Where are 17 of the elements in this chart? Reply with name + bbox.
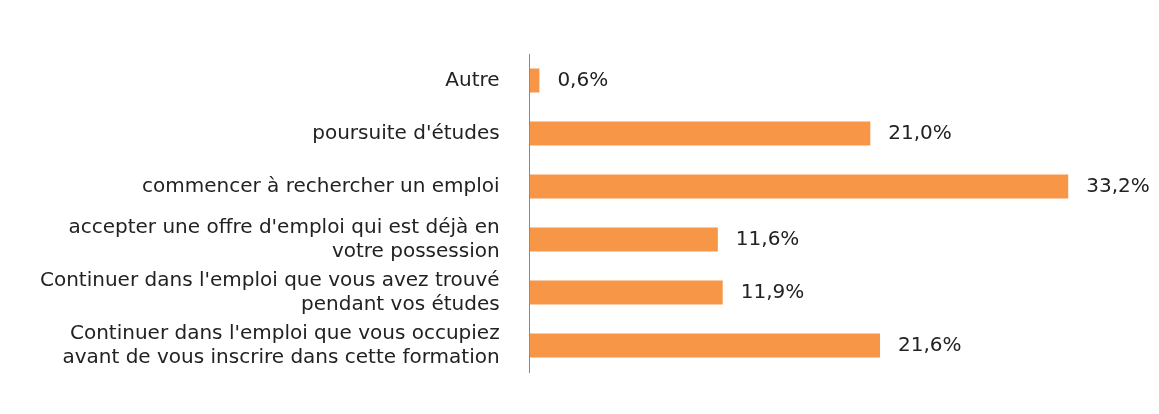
y-tick-label: commencer à rechercher un emploi: [142, 172, 500, 197]
bar: [529, 333, 881, 358]
data-label: 11,6%: [735, 225, 800, 250]
data-label: 0,6%: [557, 66, 609, 91]
bar: [529, 227, 718, 252]
data-label: 21,6%: [898, 331, 962, 356]
bar: [529, 174, 1069, 199]
y-tick-label: Continuer dans l'emploi que vous avez trouvé pendant vos études: [39, 266, 500, 315]
y-tick-label: Autre: [445, 66, 500, 91]
y-tick-label: accepter une offre d'emploi qui est déjà en votre possession: [68, 213, 500, 262]
y-tick-label: poursuite d'études: [312, 119, 500, 144]
data-label: 33,2%: [1086, 172, 1150, 197]
data-label: 11,9%: [740, 278, 805, 303]
y-tick-label: Continuer dans l'emploi que vous occupiez avant de vous inscrire dans cette formation: [62, 319, 500, 368]
bar: [529, 280, 723, 305]
data-label: 21,0%: [888, 119, 952, 144]
bar: [529, 121, 871, 146]
